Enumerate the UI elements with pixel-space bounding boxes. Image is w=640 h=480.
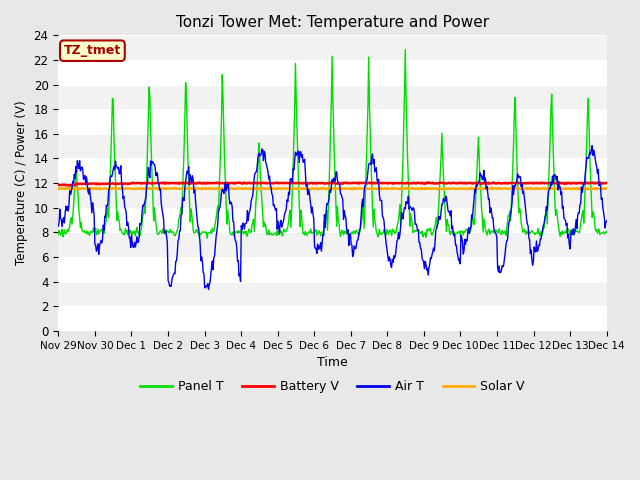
- Battery V: [284, 180, 291, 186]
- Bar: [58, 257, 607, 282]
- Panel T: [260, 219, 268, 225]
- Bar: [58, 208, 607, 232]
- Line: Panel T: Panel T: [58, 50, 640, 238]
- Air T: [412, 221, 420, 227]
- Air T: [232, 238, 239, 243]
- Battery V: [232, 180, 240, 186]
- Y-axis label: Temperature (C) / Power (V): Temperature (C) / Power (V): [15, 101, 28, 265]
- Solar V: [260, 186, 268, 192]
- Battery V: [445, 180, 453, 186]
- Panel T: [282, 228, 290, 234]
- Battery V: [54, 182, 62, 188]
- Text: TZ_tmet: TZ_tmet: [64, 44, 121, 57]
- Title: Tonzi Tower Met: Temperature and Power: Tonzi Tower Met: Temperature and Power: [176, 15, 489, 30]
- Air T: [123, 223, 131, 228]
- Solar V: [488, 185, 495, 191]
- Bar: [58, 306, 607, 331]
- Solar V: [444, 186, 452, 192]
- Panel T: [54, 231, 62, 237]
- Panel T: [401, 47, 409, 53]
- Line: Air T: Air T: [58, 146, 640, 289]
- Legend: Panel T, Battery V, Air T, Solar V: Panel T, Battery V, Air T, Solar V: [136, 375, 529, 398]
- Battery V: [66, 182, 74, 188]
- Panel T: [203, 235, 211, 241]
- Bar: [58, 158, 607, 183]
- Air T: [54, 223, 62, 229]
- Panel T: [232, 230, 239, 236]
- Solar V: [123, 186, 131, 192]
- Air T: [445, 209, 452, 215]
- Solar V: [610, 186, 618, 192]
- Air T: [282, 205, 290, 211]
- Battery V: [124, 181, 132, 187]
- Line: Battery V: Battery V: [58, 182, 640, 185]
- Line: Solar V: Solar V: [58, 188, 640, 189]
- Panel T: [445, 230, 453, 236]
- X-axis label: Time: Time: [317, 356, 348, 369]
- Air T: [205, 287, 212, 292]
- Solar V: [282, 186, 289, 192]
- Bar: [58, 109, 607, 134]
- Battery V: [196, 180, 204, 185]
- Solar V: [54, 186, 62, 192]
- Panel T: [413, 228, 420, 234]
- Solar V: [412, 186, 419, 192]
- Battery V: [413, 180, 420, 186]
- Air T: [588, 143, 596, 149]
- Air T: [260, 149, 268, 155]
- Panel T: [123, 228, 131, 233]
- Bar: [58, 60, 607, 84]
- Battery V: [261, 180, 269, 186]
- Solar V: [230, 186, 238, 192]
